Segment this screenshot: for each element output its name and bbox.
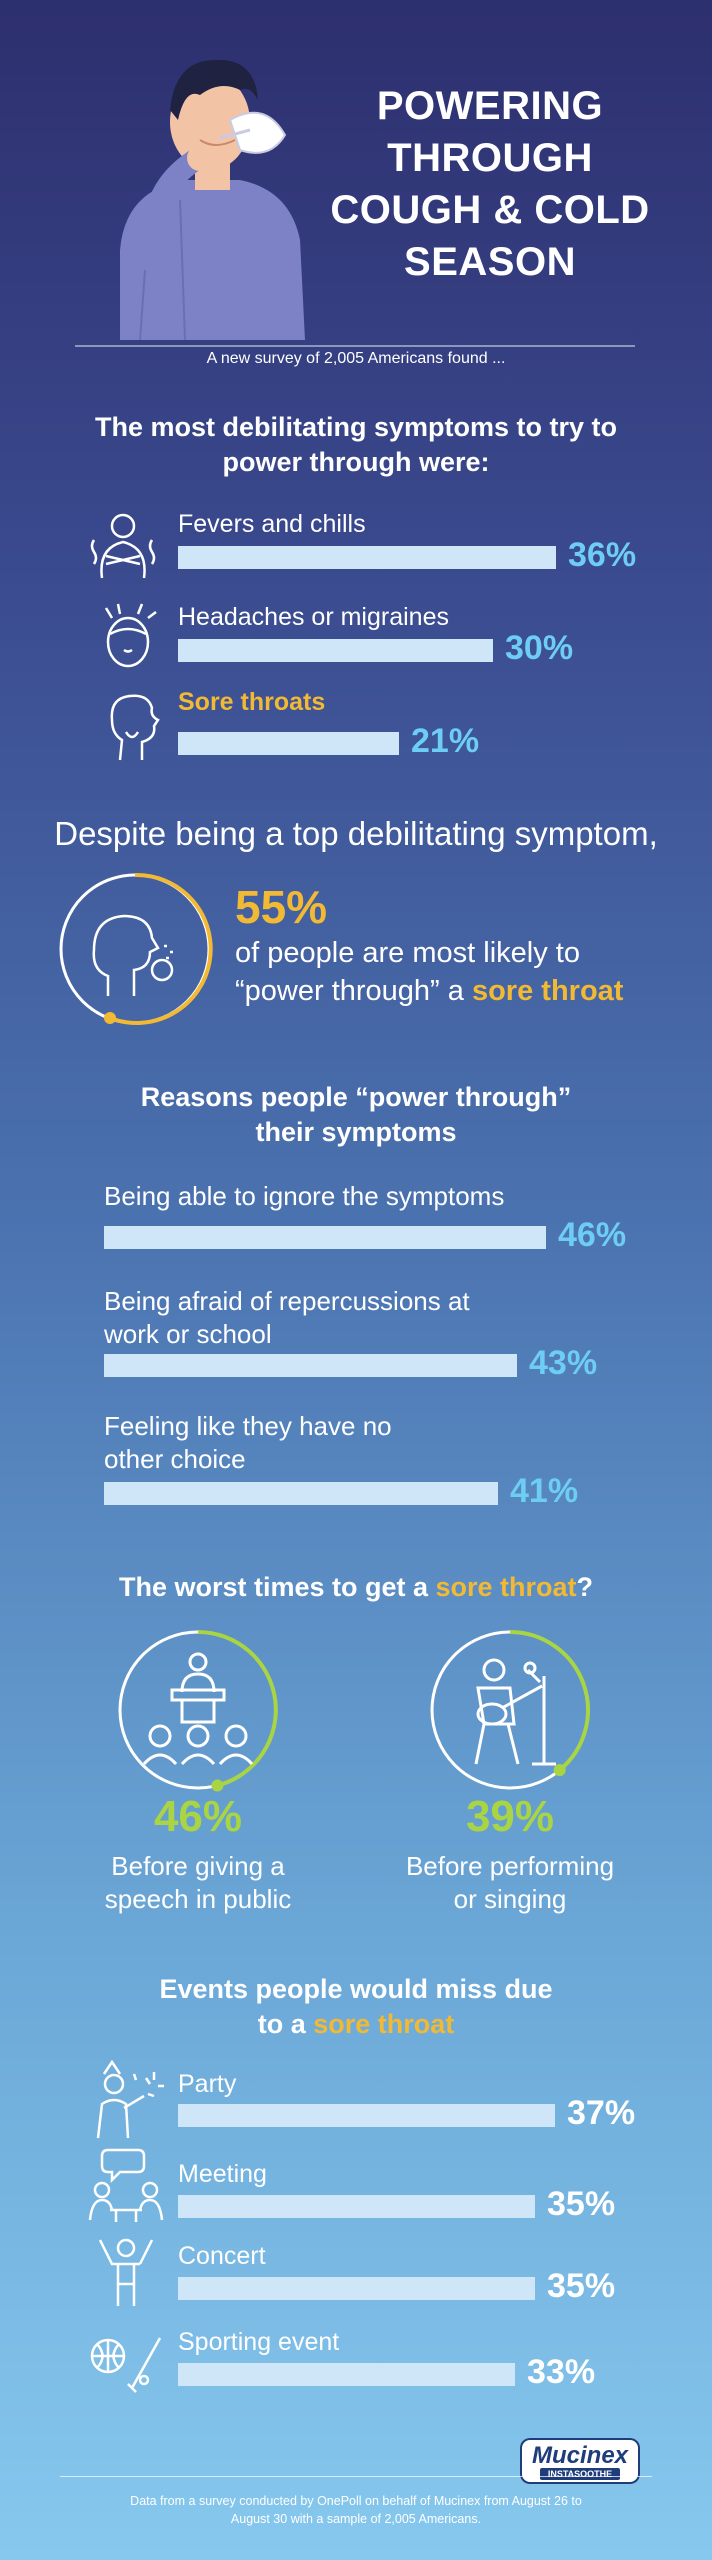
- reason-bar: [104, 1354, 517, 1377]
- reason-line: other choice: [104, 1444, 246, 1474]
- event-label: Meeting: [178, 2160, 267, 2188]
- reason-label: Being able to ignore the symptoms: [104, 1180, 504, 1213]
- worst-time-caption: Before giving a speech in public: [56, 1850, 340, 1916]
- heading-prefix: to a: [257, 2009, 314, 2039]
- reason-bar: [104, 1226, 546, 1249]
- reason-value: 41%: [510, 1472, 579, 1510]
- stat-value: 55%: [235, 881, 328, 933]
- reason-bar: [104, 1482, 498, 1505]
- brand-sub: INSTASOOTHE: [540, 2468, 620, 2480]
- party-icon: [88, 2060, 164, 2140]
- event-value: 35%: [547, 2267, 616, 2305]
- fever-person-icon: [88, 510, 158, 582]
- event-bar: [178, 2104, 555, 2127]
- heading-prefix: The worst times to get a: [118, 1572, 436, 1602]
- title-line: SEASON: [404, 240, 576, 284]
- title-line: COUGH & COLD: [330, 188, 650, 232]
- event-label: Party: [178, 2070, 237, 2098]
- event-value: 33%: [527, 2353, 596, 2391]
- worst-times-heading: The worst times to get a sore throat?: [0, 1570, 712, 1605]
- event-label: Concert: [178, 2242, 266, 2270]
- heading-line: their symptoms: [255, 1117, 457, 1147]
- sports-icon: [88, 2328, 164, 2394]
- stat-text: of people are most likely to: [235, 937, 580, 969]
- reason-line: Being afraid of repercussions at: [104, 1286, 470, 1316]
- heading-line: Events people would miss due: [159, 1974, 553, 2004]
- reason-line: Being able to ignore the symptoms: [104, 1181, 505, 1211]
- stat-intro: Despite being a top debilitating symptom…: [54, 815, 658, 852]
- symptom-value: 30%: [505, 629, 574, 667]
- heading-highlight: sore throat: [435, 1572, 577, 1602]
- symptom-label: Fevers and chills: [178, 510, 366, 538]
- singer-guitar-icon: [428, 1628, 592, 1792]
- source-note: Data from a survey conducted by OnePoll …: [130, 2494, 582, 2526]
- event-bar: [178, 2277, 535, 2300]
- caption-line: or singing: [453, 1884, 567, 1914]
- heading-line: power through were:: [222, 447, 490, 477]
- heading-line: to a sore throat: [0, 2007, 712, 2042]
- heading-line: The most debilitating symptoms to try to: [94, 412, 618, 442]
- symptom-value: 21%: [411, 722, 480, 760]
- reason-value: 46%: [558, 1216, 627, 1254]
- event-bar: [178, 2363, 515, 2386]
- sore-throat-icon: [104, 690, 162, 762]
- symptom-value: 36%: [568, 536, 637, 574]
- reason-label: Being afraid of repercussions at work or…: [104, 1285, 470, 1351]
- caption-line: speech in public: [104, 1884, 292, 1914]
- caption-line: Before giving a: [111, 1851, 285, 1881]
- divider: [75, 345, 635, 347]
- reasons-heading: Reasons people “power through” their sym…: [0, 1080, 712, 1150]
- reason-value: 43%: [529, 1344, 598, 1382]
- heading-highlight: sore throat: [313, 2009, 455, 2039]
- stat-text-highlight: sore throat: [471, 975, 624, 1007]
- brand-name: Mucinex: [531, 2442, 629, 2469]
- reason-line: work or school: [104, 1319, 272, 1349]
- event-value: 35%: [547, 2185, 616, 2223]
- worst-time-caption: Before performing or singing: [368, 1850, 652, 1916]
- symptom-bar: [178, 639, 493, 662]
- sneezing-person-illustration: [100, 40, 330, 340]
- symptom-bar: [178, 546, 556, 569]
- worst-time-value: 46%: [153, 1792, 243, 1841]
- stat-text-prefix: “power through” a: [235, 975, 472, 1007]
- symptom-label: Sore throats: [178, 688, 326, 716]
- symptoms-heading: The most debilitating symptoms to try to…: [0, 410, 712, 480]
- meeting-icon: [86, 2146, 166, 2224]
- concert-icon: [96, 2236, 156, 2310]
- reason-label: Feeling like they have no other choice: [104, 1410, 392, 1476]
- coughing-person-icon: [52, 866, 218, 1032]
- public-speaking-icon: [116, 1628, 280, 1792]
- event-label: Sporting event: [178, 2328, 340, 2356]
- title-line: POWERING: [376, 84, 604, 128]
- reason-line: Feeling like they have no: [104, 1411, 392, 1441]
- events-heading: Events people would miss due to a sore t…: [0, 1972, 712, 2042]
- symptom-label: Headaches or migraines: [178, 603, 449, 631]
- divider: [60, 2476, 652, 2477]
- event-value: 37%: [567, 2094, 636, 2132]
- worst-time-value: 39%: [465, 1792, 555, 1841]
- heading-suffix: ?: [576, 1572, 594, 1602]
- brand-logo: Mucinex INSTASOOTHE: [522, 2440, 638, 2482]
- stat-text: “power through” a sore throat: [235, 975, 623, 1008]
- symptom-bar: [178, 732, 399, 755]
- title-line: THROUGH: [387, 136, 593, 180]
- page-title: POWERING THROUGH COUGH & COLD SEASON: [320, 80, 660, 288]
- event-bar: [178, 2195, 535, 2218]
- headache-icon: [96, 600, 160, 672]
- caption-line: Before performing: [405, 1851, 615, 1881]
- heading-line: Reasons people “power through”: [140, 1082, 572, 1112]
- survey-note: A new survey of 2,005 Americans found ..…: [206, 350, 506, 367]
